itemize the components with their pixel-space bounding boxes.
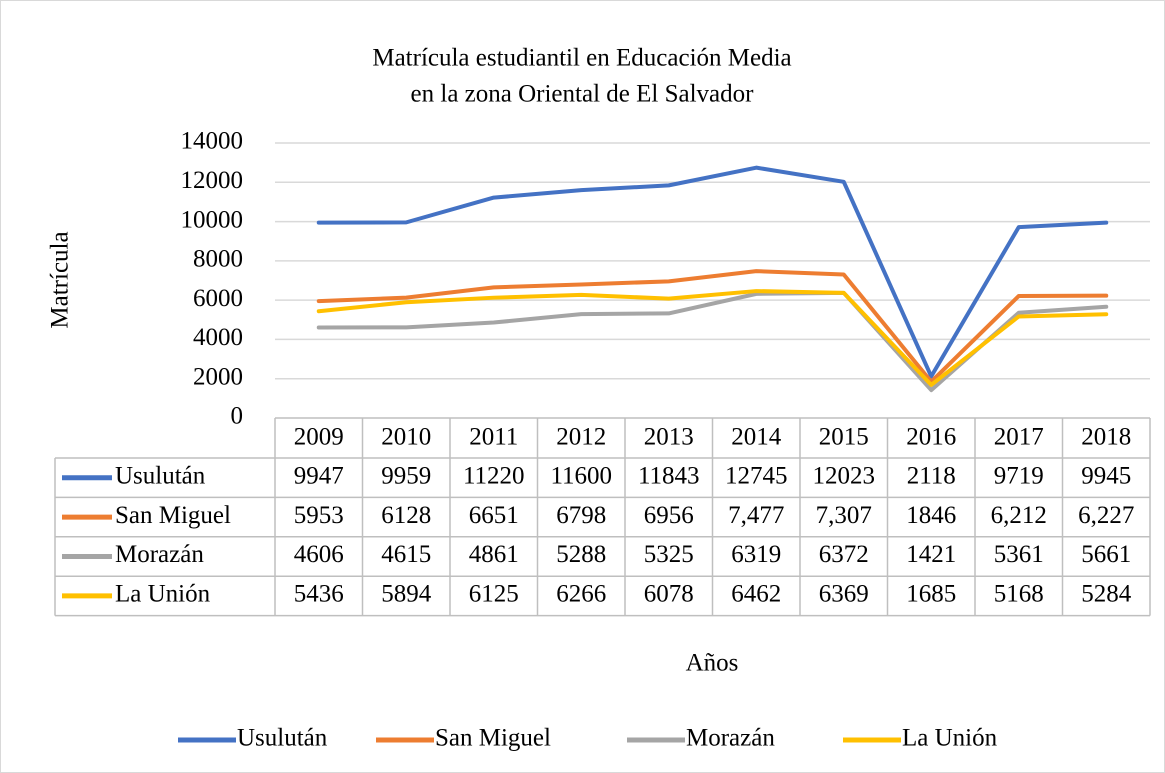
table-cell: 1685 xyxy=(906,581,956,608)
chart-title: en la zona Oriental de El Salvador xyxy=(411,81,755,108)
table-cell: 12745 xyxy=(725,462,788,489)
table-cell: 6,227 xyxy=(1078,502,1134,529)
table-cell: 6128 xyxy=(381,502,431,529)
table-cell: 9947 xyxy=(294,462,344,489)
x-tick-label: 2016 xyxy=(906,424,956,451)
legend-label: San Miguel xyxy=(435,725,551,752)
table-cell: 4606 xyxy=(294,541,344,568)
table-cell: 7,307 xyxy=(816,502,872,529)
table-cell: 5288 xyxy=(556,541,606,568)
table-cell: 5284 xyxy=(1081,581,1132,608)
y-tick-label: 4000 xyxy=(193,324,243,351)
legend-label: Usulután xyxy=(237,725,328,752)
table-cell: 6125 xyxy=(469,581,519,608)
y-tick-label: 12000 xyxy=(181,167,244,194)
table-cell: 5953 xyxy=(294,502,344,529)
table-cell: 2118 xyxy=(907,462,956,489)
y-tick-label: 2000 xyxy=(193,363,243,390)
y-tick-label: 10000 xyxy=(181,206,244,233)
table-cell: 5168 xyxy=(994,581,1044,608)
table-row-label: Morazán xyxy=(115,541,204,568)
table-cell: 11843 xyxy=(638,462,700,489)
y-tick-label: 0 xyxy=(231,403,244,430)
x-tick-label: 2009 xyxy=(294,424,344,451)
table-row-label: La Unión xyxy=(115,581,211,608)
table-cell: 6462 xyxy=(731,581,781,608)
table-cell: 7,477 xyxy=(728,502,784,529)
table-cell: 6369 xyxy=(819,581,869,608)
table-cell: 1421 xyxy=(906,541,956,568)
legend-label: La Unión xyxy=(902,725,998,752)
table-cell: 9959 xyxy=(381,462,431,489)
x-tick-label: 2015 xyxy=(819,424,869,451)
legend-label: Morazán xyxy=(686,725,775,752)
table-cell: 5361 xyxy=(994,541,1044,568)
table-row-label: Usulután xyxy=(115,462,206,489)
table-cell: 4861 xyxy=(469,541,519,568)
y-axis-title: Matrícula xyxy=(47,231,74,328)
table-cell: 5661 xyxy=(1081,541,1131,568)
table-cell: 6319 xyxy=(731,541,781,568)
x-axis-title: Años xyxy=(686,650,739,677)
table-cell: 9945 xyxy=(1081,462,1131,489)
table-cell: 1846 xyxy=(906,502,956,529)
table-cell: 11600 xyxy=(550,462,612,489)
table-cell: 6651 xyxy=(469,502,519,529)
series-line xyxy=(316,269,1109,384)
table-cell: 12023 xyxy=(813,462,876,489)
table-cell: 6,212 xyxy=(991,502,1047,529)
table-cell: 11220 xyxy=(463,462,525,489)
table-row-label: San Miguel xyxy=(115,502,231,529)
table-cell: 4615 xyxy=(381,541,431,568)
y-tick-label: 6000 xyxy=(193,285,243,312)
x-tick-label: 2011 xyxy=(469,424,518,451)
y-tick-label: 8000 xyxy=(193,246,243,273)
table-cell: 6372 xyxy=(819,541,869,568)
table-cell: 5436 xyxy=(294,581,344,608)
x-tick-label: 2013 xyxy=(644,424,694,451)
x-tick-label: 2012 xyxy=(556,424,606,451)
table-cell: 6956 xyxy=(644,502,694,529)
table-cell: 5894 xyxy=(381,581,432,608)
x-tick-label: 2017 xyxy=(994,424,1044,451)
table-cell: 6078 xyxy=(644,581,694,608)
table-cell: 6266 xyxy=(556,581,606,608)
table-cell: 5325 xyxy=(644,541,694,568)
series-line xyxy=(316,165,1109,379)
table-cell: 9719 xyxy=(994,462,1044,489)
table-cell: 6798 xyxy=(556,502,606,529)
chart-title: Matrícula estudiantil en Educación Media xyxy=(372,45,791,72)
x-tick-label: 2018 xyxy=(1081,424,1131,451)
x-tick-label: 2010 xyxy=(381,424,431,451)
y-tick-label: 14000 xyxy=(181,128,244,155)
series-line xyxy=(316,289,1109,387)
x-tick-label: 2014 xyxy=(731,424,782,451)
